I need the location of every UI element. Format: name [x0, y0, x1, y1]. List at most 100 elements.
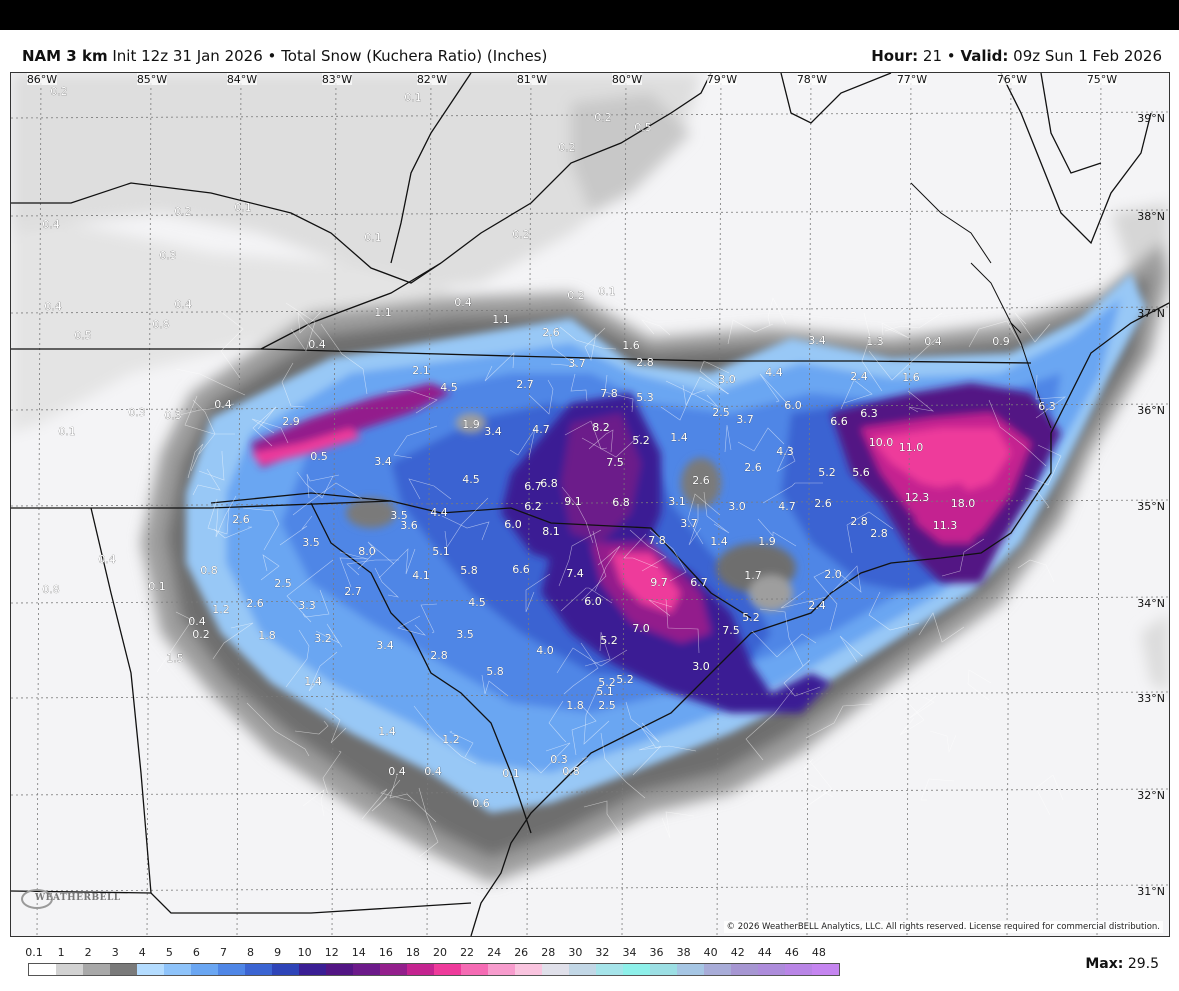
- value-label: 3.0: [718, 373, 736, 386]
- value-label: 5.2: [598, 676, 616, 689]
- value-label: 0.8: [152, 318, 170, 331]
- snowfall-map[interactable]: 86°W 85°W 84°W 83°W 82°W 81°W 80°W 79°W 78°W 77°W…: [10, 72, 1170, 937]
- value-label: 6.3: [860, 407, 878, 420]
- value-label: 3.0: [728, 500, 746, 513]
- longitude-label: 76°W: [997, 73, 1027, 86]
- legend-tick-label: 26: [514, 946, 529, 959]
- longitude-label: 75°W: [1087, 73, 1117, 86]
- separator-dot: •: [946, 47, 956, 65]
- value-label: 0.4: [388, 765, 406, 778]
- value-label: 0.2: [512, 228, 530, 241]
- legend-swatch: [299, 964, 326, 975]
- top-black-bar: [0, 0, 1179, 30]
- value-label: 6.3: [1038, 400, 1056, 413]
- legend-tick-label: 8: [247, 946, 255, 959]
- legend-swatch: [596, 964, 623, 975]
- value-label: 6.6: [512, 563, 530, 576]
- value-label: 3.4: [376, 639, 394, 652]
- value-label: 4.4: [765, 366, 783, 379]
- value-label: 4.7: [778, 500, 796, 513]
- legend-tick-label: 16: [378, 946, 393, 959]
- value-label: 7.0: [632, 622, 650, 635]
- lon-label-bg: [417, 73, 447, 85]
- value-label: 7.4: [566, 567, 584, 580]
- legend-tick-label: 0.1: [25, 946, 43, 959]
- value-label: 2.4: [850, 370, 868, 383]
- value-label: 0.8: [562, 765, 580, 778]
- latitude-label: 37°N: [1137, 307, 1165, 320]
- value-label: 5.1: [432, 545, 450, 558]
- legend-swatch: [623, 964, 650, 975]
- lon-label-bg: [707, 73, 737, 85]
- value-label: 2.4: [808, 599, 826, 612]
- longitude-label: 86°W: [27, 73, 57, 86]
- map-header: NAM 3 km Init 12z 31 Jan 2026 • Total Sn…: [22, 47, 1162, 67]
- value-label: 0.5: [74, 329, 92, 342]
- value-label: 2.0: [824, 568, 842, 581]
- value-label: 5.2: [616, 673, 634, 686]
- legend-tick-label: 22: [460, 946, 475, 959]
- value-label: 11.3: [933, 519, 958, 532]
- valid-time: 09z Sun 1 Feb 2026: [1013, 47, 1162, 65]
- legend-tick-label: 36: [649, 946, 664, 959]
- legend-swatch: [434, 964, 461, 975]
- legend-tick-label: 20: [433, 946, 447, 959]
- legend-tick-label: 9: [274, 946, 282, 959]
- value-label: 6.0: [784, 399, 802, 412]
- latitude-label: 38°N: [1137, 210, 1165, 223]
- value-label: 3.4: [374, 455, 392, 468]
- value-label: 0.6: [472, 797, 490, 810]
- value-label: 4.5: [440, 381, 458, 394]
- value-label: 0.4: [174, 298, 192, 311]
- legend-tick-label: 34: [622, 946, 637, 959]
- latitude-label: 34°N: [1137, 597, 1165, 610]
- legend-tick-label: 44: [757, 946, 772, 959]
- value-label: 0.2: [594, 111, 612, 124]
- value-label: 0.3: [128, 406, 146, 419]
- value-label: 3.1: [668, 495, 686, 508]
- value-label: 2.9: [282, 415, 300, 428]
- value-label: 1.6: [902, 371, 920, 384]
- value-label: 0.5: [634, 121, 652, 134]
- value-label: 2.1: [412, 364, 430, 377]
- legend-swatch: [758, 964, 785, 975]
- graticule: [11, 73, 1169, 936]
- value-label: 2.6: [744, 461, 762, 474]
- value-label: 2.6: [232, 513, 250, 526]
- value-label: 0.1: [58, 425, 76, 438]
- legend-tick-label: 30: [568, 946, 583, 959]
- value-label: 0.1: [364, 231, 382, 244]
- value-label: 3.5: [456, 628, 474, 641]
- max-value: 29.5: [1127, 956, 1159, 972]
- value-label: 5.2: [742, 611, 760, 624]
- value-label: 5.2: [600, 634, 618, 647]
- max-label-text: Max:: [1085, 956, 1124, 972]
- value-label: 8.2: [592, 421, 610, 434]
- legend-swatch: [812, 964, 839, 975]
- value-label: 2.5: [274, 577, 292, 590]
- value-label: 6.2: [524, 500, 542, 513]
- legend-swatch: [785, 964, 812, 975]
- value-label: 0.2: [567, 289, 585, 302]
- longitude-label: 78°W: [797, 73, 827, 86]
- lon-label-bg: [227, 73, 257, 85]
- value-label: 3.7: [680, 517, 698, 530]
- legend-swatch: [137, 964, 164, 975]
- map-canvas[interactable]: 86°W 85°W 84°W 83°W 82°W 81°W 80°W 79°W 78°W 77°W…: [11, 73, 1169, 936]
- legend-tick-label: 28: [541, 946, 556, 959]
- legend-swatch: [353, 964, 380, 975]
- value-label: 9.1: [564, 495, 582, 508]
- latitude-label: 33°N: [1137, 692, 1165, 705]
- lon-label-bg: [897, 73, 927, 85]
- latitude-label: 35°N: [1137, 500, 1165, 513]
- legend-tick-label: 4: [138, 946, 146, 959]
- legend-tick-label: 5: [165, 946, 173, 959]
- value-label: 3.5: [302, 536, 320, 549]
- value-label: 3.0: [692, 660, 710, 673]
- state-borders: [11, 73, 1152, 914]
- latitude-labels: 39°N 38°N 37°N 36°N 35°N 34°N 33°N 32°N 31°N: [1137, 112, 1165, 898]
- county-lines: [156, 297, 1067, 858]
- value-label: 0.1: [234, 201, 252, 214]
- longitude-label: 79°W: [707, 73, 737, 86]
- value-label: 4.4: [430, 506, 448, 519]
